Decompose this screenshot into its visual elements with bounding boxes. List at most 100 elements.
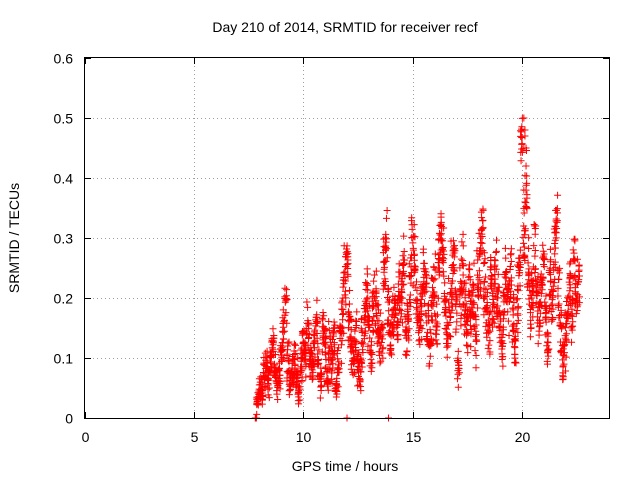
data-point (548, 317, 556, 325)
data-point (405, 260, 413, 268)
data-point (532, 282, 540, 290)
data-point (352, 338, 360, 346)
data-point (368, 304, 376, 312)
data-point (325, 326, 333, 334)
data-point (516, 282, 524, 290)
data-point (527, 316, 535, 324)
data-point (382, 257, 390, 265)
data-point (568, 338, 576, 346)
data-point (442, 304, 450, 312)
data-point (342, 294, 350, 302)
data-point (337, 341, 345, 349)
data-point (480, 291, 488, 299)
data-point (477, 226, 485, 234)
data-point (373, 302, 381, 310)
data-point (490, 319, 498, 327)
data-point (452, 325, 460, 333)
data-point (271, 360, 279, 368)
data-point (480, 277, 488, 285)
data-point (511, 351, 519, 359)
data-point (530, 242, 538, 250)
data-point (413, 286, 421, 294)
data-point (433, 320, 441, 328)
data-point (499, 353, 507, 361)
data-point (575, 278, 583, 286)
data-point (406, 302, 414, 310)
data-point (366, 323, 374, 331)
data-point (416, 340, 424, 348)
data-point (271, 374, 279, 382)
data-point (263, 347, 271, 355)
data-point (562, 353, 570, 361)
data-point (560, 342, 568, 350)
data-point (279, 335, 287, 343)
data-point (483, 298, 491, 306)
data-point (313, 296, 321, 304)
data-point (359, 348, 367, 356)
data-point (417, 310, 425, 318)
data-point (559, 363, 567, 371)
data-point (517, 127, 525, 135)
data-point (429, 302, 437, 310)
data-point (305, 334, 313, 342)
data-point (395, 298, 403, 306)
data-point (390, 297, 398, 305)
data-point (362, 281, 370, 289)
data-point (303, 320, 311, 328)
data-point (288, 380, 296, 388)
data-point (567, 311, 575, 319)
data-point (363, 295, 371, 303)
data-point (294, 397, 302, 405)
data-point (453, 375, 461, 383)
data-point (295, 388, 303, 396)
data-point (551, 258, 559, 266)
data-point (486, 337, 494, 345)
data-point (268, 344, 276, 352)
data-point (394, 330, 402, 338)
data-point (566, 275, 574, 283)
data-point (548, 314, 556, 322)
data-point (298, 363, 306, 371)
x-tick-label: 10 (296, 429, 312, 445)
data-point (334, 361, 342, 369)
data-point (493, 287, 501, 295)
data-point (449, 277, 457, 285)
data-point (537, 290, 545, 298)
data-point (498, 345, 506, 353)
data-point (498, 356, 506, 364)
data-point (284, 339, 292, 347)
data-point (492, 265, 500, 273)
data-point (317, 377, 325, 385)
data-point (293, 370, 301, 378)
data-point (463, 331, 471, 339)
data-point (367, 356, 375, 364)
data-point (372, 289, 380, 297)
data-point (495, 283, 503, 291)
data-point (546, 304, 554, 312)
data-point (274, 395, 282, 403)
data-point (292, 341, 300, 349)
data-point (314, 372, 322, 380)
data-point (285, 338, 293, 346)
data-point (510, 291, 518, 299)
data-point (555, 269, 563, 277)
data-point (436, 231, 444, 239)
data-point (540, 254, 548, 262)
data-point (357, 358, 365, 366)
data-point (559, 356, 567, 364)
data-point (499, 362, 507, 370)
data-point (502, 268, 510, 276)
data-point (296, 385, 304, 393)
data-point (432, 330, 440, 338)
data-point (467, 330, 475, 338)
data-point (556, 319, 564, 327)
data-point (564, 308, 572, 316)
data-point (354, 382, 362, 390)
data-point (472, 321, 480, 329)
data-point (290, 356, 298, 364)
data-point (572, 310, 580, 318)
data-point (269, 341, 277, 349)
data-point (317, 371, 325, 379)
data-point (377, 338, 385, 346)
data-point (481, 258, 489, 266)
